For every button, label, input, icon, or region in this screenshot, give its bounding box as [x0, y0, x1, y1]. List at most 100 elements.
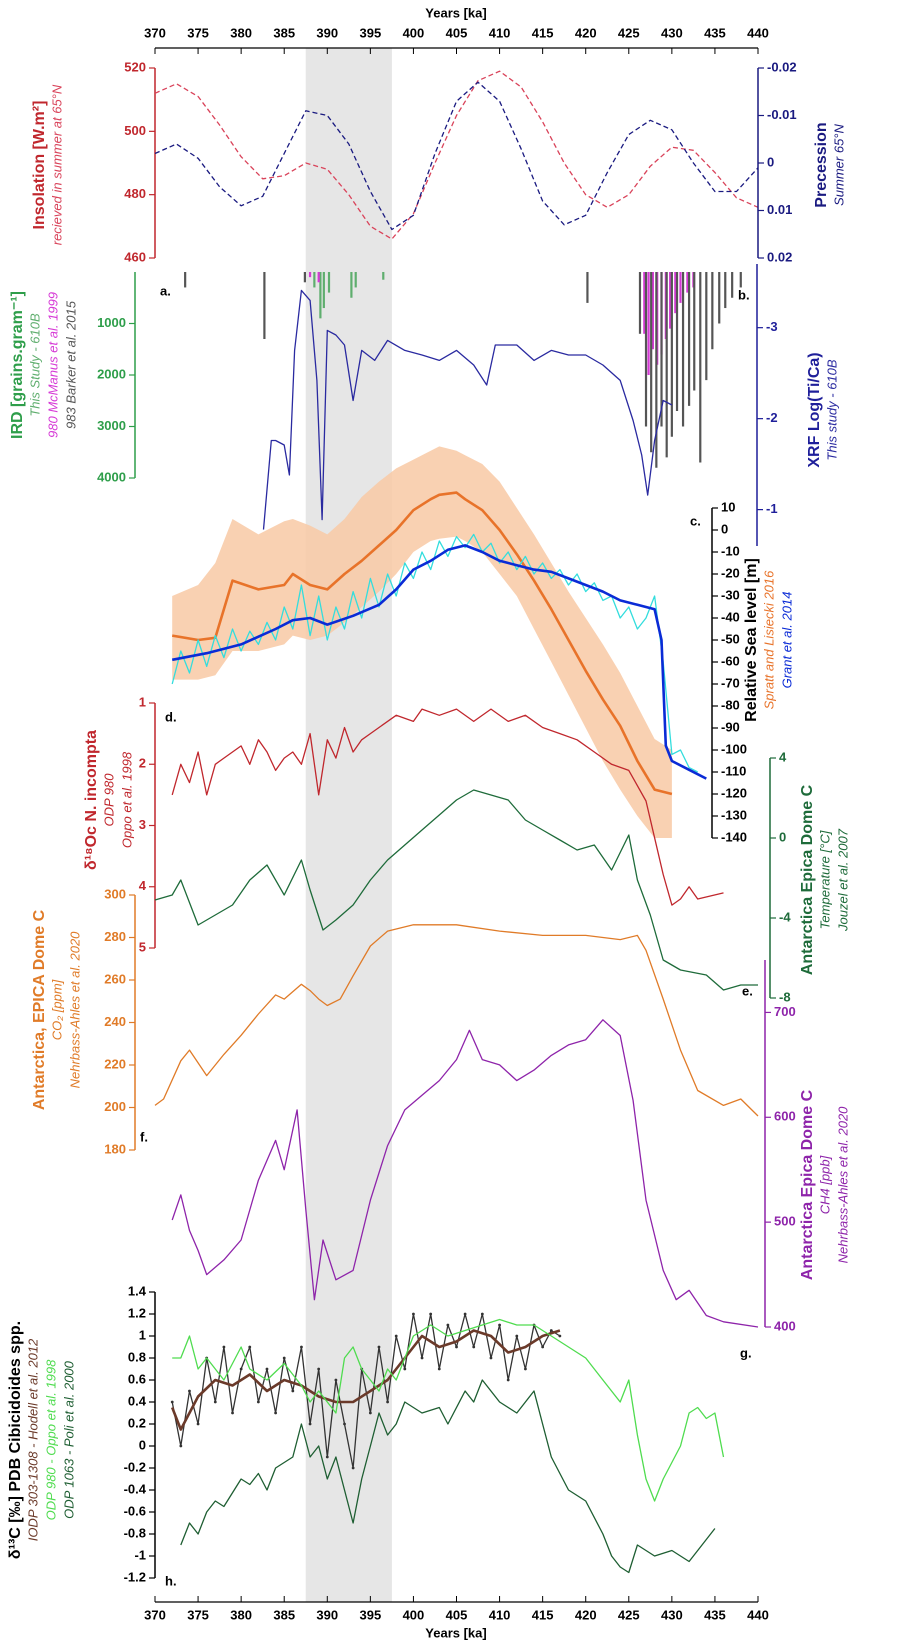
- x-tick-label: 370: [144, 1607, 166, 1622]
- y-tick-label: 500: [774, 1214, 796, 1229]
- x-tick-label: 435: [704, 25, 726, 40]
- axis-label: ODP 980: [101, 773, 116, 827]
- y-tick-label: -70: [721, 675, 740, 690]
- y-tick-label: 0: [767, 154, 774, 169]
- y-tick-label: 4: [139, 878, 147, 893]
- data-point: [248, 1345, 252, 1349]
- axis-label: Oppo et al. 1998: [119, 751, 134, 848]
- y-tick-label: 4: [779, 749, 787, 764]
- y-tick-label: 200: [104, 1099, 126, 1114]
- y-tick-label: 2: [139, 756, 146, 771]
- x-tick-label: 395: [360, 25, 382, 40]
- data-point: [231, 1411, 234, 1415]
- y-tick-label: -140: [721, 829, 747, 844]
- y-tick-label: 1: [139, 694, 146, 709]
- series-line: [154, 789, 758, 991]
- y-tick-label: 300: [104, 886, 126, 901]
- axis-label: Summer 65°N: [831, 124, 846, 206]
- data-point: [188, 1389, 191, 1393]
- panel-letter: g.: [740, 1345, 752, 1360]
- y-tick-label: 3: [139, 817, 146, 832]
- y-tick-label: -110: [721, 763, 746, 778]
- y-tick-label: -0.4: [124, 1481, 147, 1496]
- y-tick-label: 0.8: [128, 1349, 146, 1364]
- y-tick-label: -0.8: [124, 1525, 146, 1540]
- y-tick-label: -30: [721, 587, 740, 602]
- y-tick-label: 0: [139, 1437, 146, 1452]
- y-tick-label: -1: [134, 1547, 146, 1562]
- y-tick-label: -100: [721, 741, 747, 756]
- data-point: [446, 1323, 450, 1327]
- data-point: [420, 1356, 424, 1360]
- series-line: [171, 1019, 759, 1328]
- data-point: [274, 1411, 277, 1415]
- y-tick-label: -120: [721, 785, 747, 800]
- data-point: [256, 1400, 260, 1404]
- y-tick-label: 0.6: [128, 1371, 146, 1386]
- data-point: [291, 1389, 295, 1393]
- y-tick-label: 0.02: [767, 249, 792, 264]
- data-point: [429, 1312, 433, 1316]
- series-line: [154, 70, 759, 240]
- panel-letter: h.: [165, 1573, 177, 1588]
- data-point: [498, 1323, 501, 1327]
- y-tick-label: -0.2: [124, 1459, 146, 1474]
- data-point: [412, 1312, 415, 1316]
- y-tick-label: 700: [774, 1004, 796, 1019]
- axis-label: Relative Sea level [m]: [743, 558, 760, 722]
- y-tick-label: 500: [124, 123, 146, 138]
- axis-label: Temperature [°C]: [817, 830, 832, 929]
- x-tick-label: 440: [747, 25, 769, 40]
- series-line: [172, 1318, 725, 1502]
- data-point: [351, 1466, 355, 1470]
- data-point: [265, 1367, 269, 1371]
- panel-letter: c.: [690, 513, 701, 528]
- uncertainty-band: [172, 446, 672, 838]
- y-tick-label: 260: [104, 971, 126, 986]
- axis-label: Antarctica Epica Dome C: [799, 784, 816, 975]
- axis-label: This Study - 610B: [27, 313, 42, 417]
- y-tick-label: -1.2: [124, 1569, 146, 1584]
- axis-label: IRD [grains.gram⁻¹]: [9, 291, 26, 439]
- data-point: [196, 1422, 200, 1426]
- data-point: [170, 1400, 174, 1404]
- y-tick-label: 0.01: [767, 202, 792, 217]
- data-point: [386, 1400, 389, 1404]
- x-tick-label: 405: [446, 25, 468, 40]
- axis-label: CH4 [ppb]: [817, 1155, 832, 1214]
- panel-letter: e.: [742, 983, 753, 998]
- y-tick-label: -80: [721, 697, 740, 712]
- y-tick-label: 3000: [97, 418, 126, 433]
- series-line: [154, 81, 759, 231]
- data-point: [377, 1345, 381, 1349]
- x-tick-label: 420: [575, 25, 597, 40]
- data-point: [506, 1378, 510, 1382]
- x-tick-label: 425: [618, 25, 640, 40]
- axis-label: Grant et al. 2014: [779, 592, 794, 689]
- data-point: [325, 1455, 329, 1459]
- x-tick-label: 375: [187, 25, 209, 40]
- data-point: [541, 1345, 545, 1349]
- panel-letter: d.: [165, 709, 177, 724]
- y-tick-label: 1000: [97, 315, 126, 330]
- x-tick-label: 400: [403, 1607, 425, 1622]
- y-tick-label: 0: [779, 829, 786, 844]
- y-tick-label: 600: [774, 1109, 796, 1124]
- y-tick-label: 180: [104, 1141, 126, 1156]
- y-tick-label: -40: [721, 609, 740, 624]
- data-point: [472, 1345, 476, 1349]
- axis-label: Spratt and Lisiecki 2016: [761, 570, 776, 710]
- x-tick-label: 440: [747, 1607, 769, 1622]
- data-point: [463, 1312, 467, 1316]
- x-tick-label: 425: [618, 1607, 640, 1622]
- data-point: [179, 1444, 183, 1448]
- x-tick-label: 380: [230, 25, 252, 40]
- axis-label: Insolation [W.m²]: [31, 101, 48, 230]
- x-tick-label: 415: [532, 25, 554, 40]
- x-tick-label: 415: [532, 1607, 554, 1622]
- x-tick-label: 410: [489, 25, 511, 40]
- y-tick-label: 0.2: [128, 1415, 146, 1430]
- y-tick-label: -90: [721, 719, 740, 734]
- data-point: [524, 1367, 527, 1371]
